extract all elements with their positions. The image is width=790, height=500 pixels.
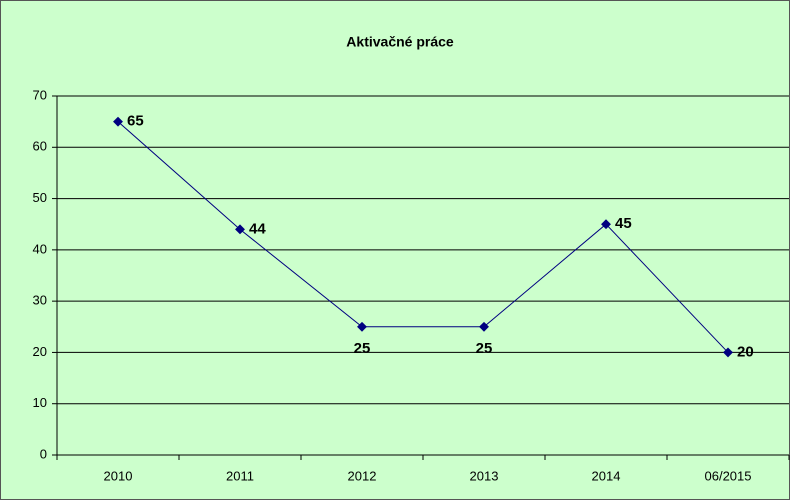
x-tick-label: 2013 bbox=[470, 468, 499, 483]
x-tick-label: 06/2015 bbox=[705, 468, 752, 483]
data-label: 65 bbox=[127, 113, 144, 130]
y-tick-label: 20 bbox=[33, 344, 47, 359]
y-tick-label: 0 bbox=[40, 446, 47, 461]
series-line bbox=[117, 121, 729, 353]
y-tick-label: 40 bbox=[33, 241, 47, 256]
y-tick-label: 30 bbox=[33, 293, 47, 308]
y-tick-label: 70 bbox=[33, 87, 47, 102]
chart-title: Aktivačné práce bbox=[346, 34, 454, 50]
data-label: 25 bbox=[476, 340, 493, 357]
x-tick-label: 2010 bbox=[104, 468, 133, 483]
data-label: 25 bbox=[354, 340, 371, 357]
x-tick-label: 2012 bbox=[348, 468, 377, 483]
data-point bbox=[357, 321, 367, 332]
data-point bbox=[479, 321, 489, 332]
data-point bbox=[723, 347, 733, 358]
y-tick-label: 50 bbox=[33, 190, 47, 205]
y-tick-label: 60 bbox=[33, 139, 47, 154]
data-label: 45 bbox=[615, 215, 632, 232]
data-point bbox=[113, 116, 123, 127]
data-point bbox=[601, 219, 611, 230]
data-point bbox=[235, 224, 245, 235]
data-label: 44 bbox=[249, 220, 266, 237]
x-tick-label: 2011 bbox=[226, 468, 254, 483]
x-tick-label: 2014 bbox=[592, 468, 621, 483]
y-tick-label: 10 bbox=[33, 395, 47, 410]
data-label: 20 bbox=[737, 343, 754, 360]
